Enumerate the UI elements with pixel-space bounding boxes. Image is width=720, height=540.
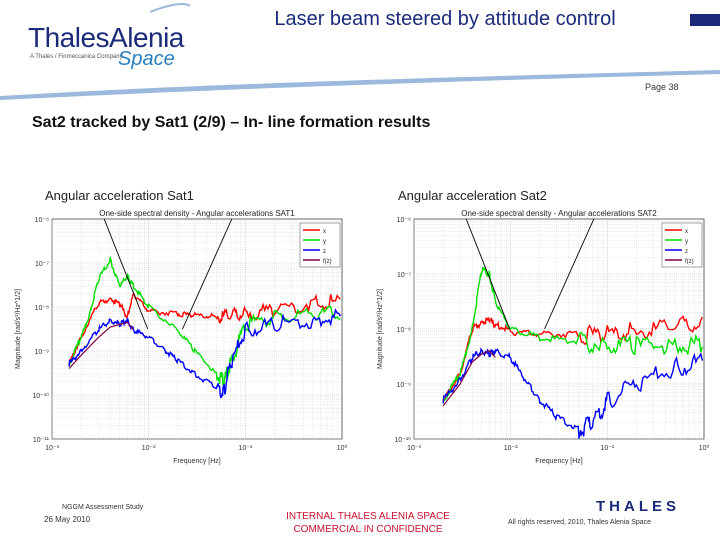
chart-sat2: One-side spectral density - Angular acce… (377, 209, 710, 465)
series-line-z (68, 308, 342, 399)
series-line-y (442, 266, 704, 403)
footer-study: NGGM Assessment Study (62, 504, 144, 511)
callout-line (103, 218, 149, 330)
x-tick-label: 10⁻² (142, 445, 156, 452)
company-logo-space: Space (118, 48, 175, 70)
y-tick-label: 10⁻¹¹ (33, 437, 50, 444)
y-tick-label: 10⁻⁹ (397, 382, 411, 389)
thales-logo: THALES (596, 498, 680, 515)
series-group (68, 256, 342, 399)
header-title: Laser beam steered by attitude control (274, 8, 616, 30)
x-tick-label: 10⁻³ (407, 445, 421, 452)
company-logo: ThalesAlenia (28, 22, 184, 53)
callout-line (182, 218, 233, 330)
legend: xyz f(z) (299, 222, 341, 268)
page-number: Page 38 (645, 82, 679, 92)
footer-classification: INTERNAL THALES ALENIA SPACE COMMERCIAL … (268, 510, 468, 536)
chart-title: One-side spectral density - Angular acce… (461, 209, 657, 218)
x-axis-label: Frequency [Hz] (173, 458, 221, 465)
y-tick-label: 10⁻⁸ (397, 327, 411, 334)
legend-label: y (685, 239, 688, 245)
y-tick-label: 10⁻⁸ (35, 305, 49, 312)
callout-line (544, 218, 595, 330)
y-tick-label: 10⁻¹⁰ (32, 392, 49, 400)
legend-label: f(z) (685, 259, 694, 265)
x-tick-label: 10⁰ (337, 444, 348, 452)
chart-caption-sat2: Angular acceleration Sat2 (398, 188, 547, 203)
x-tick-label: 10⁻² (504, 445, 518, 452)
y-tick-label: 10⁻⁶ (35, 217, 49, 224)
legend-label: y (323, 239, 326, 245)
series-line-x (442, 315, 704, 401)
series-group (442, 266, 704, 439)
y-tick-label: 10⁻⁶ (397, 217, 411, 224)
footer-rights: All rights reserved, 2010, Thales Alenia… (508, 519, 652, 526)
footer-date: 26 May 2010 (44, 515, 91, 524)
callout-line (465, 218, 511, 330)
y-tick-label: 10⁻⁷ (35, 261, 49, 268)
x-tick-label: 10⁰ (699, 444, 710, 452)
series-line-z (442, 347, 704, 439)
y-tick-label: 10⁻⁷ (397, 272, 411, 279)
legend-label: z (685, 249, 688, 255)
chart-title: One-side spectral density - Angular acce… (99, 209, 295, 218)
x-axis-label: Frequency [Hz] (535, 458, 583, 465)
y-tick-label: 10⁻¹⁰ (394, 436, 411, 444)
legend-label: x (685, 229, 688, 235)
x-tick-label: 10⁻¹ (238, 445, 252, 452)
series-line-fz (442, 350, 496, 407)
x-tick-label: 10⁻¹ (600, 445, 614, 452)
chart-caption-sat1: Angular acceleration Sat1 (45, 188, 194, 203)
legend: xyz f(z) (661, 222, 703, 268)
y-tick-label: 10⁻⁹ (35, 349, 49, 356)
company-tagline: A Thales / Finmeccanica Company (30, 54, 123, 60)
slide-title: Sat2 tracked by Sat1 (2/9) – In- line fo… (32, 114, 431, 131)
classification-line-2: COMMERCIAL IN CONFIDENCE (293, 524, 443, 535)
y-axis-label: Magnitude [rad/s²/Hz^1/2] (15, 289, 22, 369)
series-line-x (68, 293, 341, 365)
plot-area (51, 218, 343, 440)
x-tick-label: 10⁻³ (45, 445, 59, 452)
legend-label: z (323, 249, 326, 255)
legend-label: f(z) (323, 259, 332, 265)
header-swoosh (0, 3, 720, 100)
series-line-fz (68, 321, 134, 369)
y-axis-label: Magnitude [rad/s²/Hz^1/2] (377, 289, 384, 369)
chart-sat1: One-side spectral density - Angular acce… (15, 209, 348, 465)
legend-label: x (323, 229, 326, 235)
classification-line-1: INTERNAL THALES ALENIA SPACE (286, 511, 450, 522)
